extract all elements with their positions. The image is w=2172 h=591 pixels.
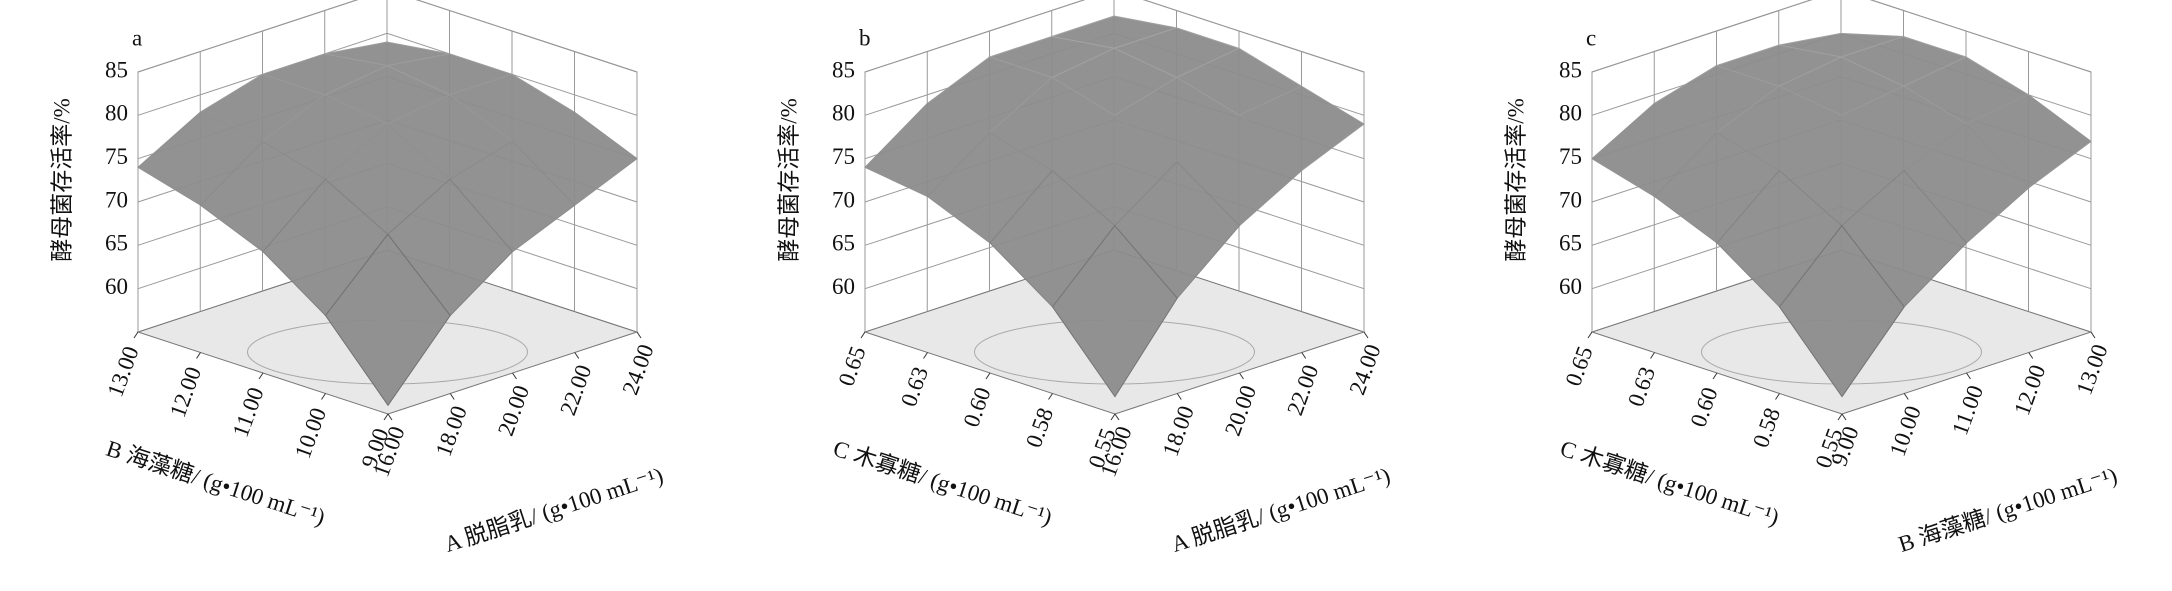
tick-mark — [1712, 372, 1718, 380]
grid-line — [1591, 0, 2092, 73]
z-tick-label: 75 — [105, 144, 128, 169]
z-tick-label: 60 — [832, 274, 855, 299]
z-tick-label: 60 — [1559, 274, 1582, 299]
y-tick-label: 0.63 — [1623, 363, 1660, 409]
z-tick-label: 75 — [832, 144, 855, 169]
y-tick-label: 0.58 — [1021, 404, 1058, 450]
z-tick-label: 60 — [105, 274, 128, 299]
tick-mark — [1048, 393, 1053, 400]
z-tick-label: 80 — [832, 101, 855, 126]
tick-mark — [1841, 413, 1847, 421]
surface-patch — [1778, 224, 1905, 398]
tick-mark — [1301, 352, 1307, 359]
x-axis-title: A 脱脂乳/ (g•100 mL⁻¹) — [441, 463, 666, 557]
tick-mark — [1110, 413, 1116, 421]
y-tick-label: 12.00 — [165, 363, 206, 420]
y-axis-title: C 木寡糖/ (g•100 mL⁻¹) — [830, 436, 1055, 530]
x-tick-label: 18.00 — [431, 402, 472, 459]
x-tick-label: 13.00 — [2071, 341, 2112, 398]
z-tick-label: 65 — [1559, 231, 1582, 256]
x-tick-label: 20.00 — [493, 382, 534, 439]
y-tick-label: 0.65 — [1560, 343, 1597, 389]
tick-mark — [449, 393, 455, 400]
tick-mark — [196, 352, 201, 359]
z-axis-title: 酵母菌存活率/% — [1503, 98, 1528, 262]
y-tick-label: 0.60 — [1685, 384, 1722, 430]
y-tick-label: 0.60 — [958, 384, 995, 430]
x-tick-label: 10.00 — [1885, 402, 1926, 459]
z-tick-label: 70 — [105, 187, 128, 212]
panel-label: a — [132, 25, 142, 50]
tick-mark — [574, 352, 580, 359]
tick-mark — [1363, 331, 1369, 339]
z-tick-label: 65 — [832, 231, 855, 256]
x-axis-title: A 脱脂乳/ (g•100 mL⁻¹) — [1168, 463, 1393, 557]
z-tick-label: 70 — [832, 187, 855, 212]
x-tick-label: 24.00 — [617, 341, 658, 398]
y-tick-label: 0.65 — [833, 343, 870, 389]
tick-mark — [636, 331, 642, 339]
x-tick-label: 22.00 — [555, 361, 596, 418]
tick-mark — [383, 413, 389, 421]
tick-mark — [1587, 331, 1593, 339]
z-tick-label: 80 — [1559, 101, 1582, 126]
panel-label: b — [859, 25, 871, 50]
x-tick-label: 24.00 — [1344, 341, 1385, 398]
z-tick-label: 80 — [105, 101, 128, 126]
tick-mark — [985, 372, 991, 380]
x-tick-label: 18.00 — [1158, 402, 1199, 459]
tick-mark — [1775, 393, 1780, 400]
z-axis-title: 酵母菌存活率/% — [49, 98, 74, 262]
panel-label: c — [1586, 25, 1596, 50]
y-axis-title: C 木寡糖/ (g•100 mL⁻¹) — [1557, 436, 1782, 530]
tick-mark — [2028, 352, 2034, 359]
tick-mark — [2090, 331, 2096, 339]
z-tick-label: 85 — [832, 57, 855, 82]
x-tick-label: 11.00 — [1947, 382, 1988, 438]
tick-mark — [321, 393, 326, 400]
x-tick-label: 22.00 — [1282, 361, 1323, 418]
surface-patch — [1051, 224, 1178, 398]
tick-mark — [258, 372, 264, 380]
x-axis-title: B 海藻糖/ (g•100 mL⁻¹) — [1895, 463, 2120, 557]
z-axis-title: 酵母菌存活率/% — [776, 98, 801, 262]
tick-mark — [923, 352, 928, 359]
z-tick-label: 65 — [105, 231, 128, 256]
grid-line — [137, 0, 638, 73]
z-tick-label: 85 — [105, 57, 128, 82]
tick-mark — [1176, 393, 1182, 400]
tick-mark — [860, 331, 866, 339]
tick-mark — [133, 331, 139, 339]
y-tick-label: 11.00 — [228, 384, 269, 440]
tick-mark — [1114, 413, 1120, 421]
grid-line — [864, 0, 1365, 73]
y-tick-label: 10.00 — [290, 404, 331, 461]
z-tick-label: 70 — [1559, 187, 1582, 212]
tick-mark — [1650, 352, 1655, 359]
y-tick-label: 13.00 — [102, 343, 143, 400]
tick-mark — [1837, 413, 1843, 421]
tick-mark — [1239, 372, 1244, 380]
x-tick-label: 20.00 — [1220, 382, 1261, 439]
tick-mark — [1903, 393, 1909, 400]
y-tick-label: 0.58 — [1748, 404, 1785, 450]
z-tick-label: 75 — [1559, 144, 1582, 169]
x-tick-label: 12.00 — [2009, 361, 2050, 418]
z-tick-label: 85 — [1559, 57, 1582, 82]
surface-patch — [324, 233, 451, 407]
tick-mark — [1966, 372, 1971, 380]
y-tick-label: 0.63 — [896, 363, 933, 409]
tick-mark — [387, 413, 393, 421]
tick-mark — [512, 372, 517, 380]
